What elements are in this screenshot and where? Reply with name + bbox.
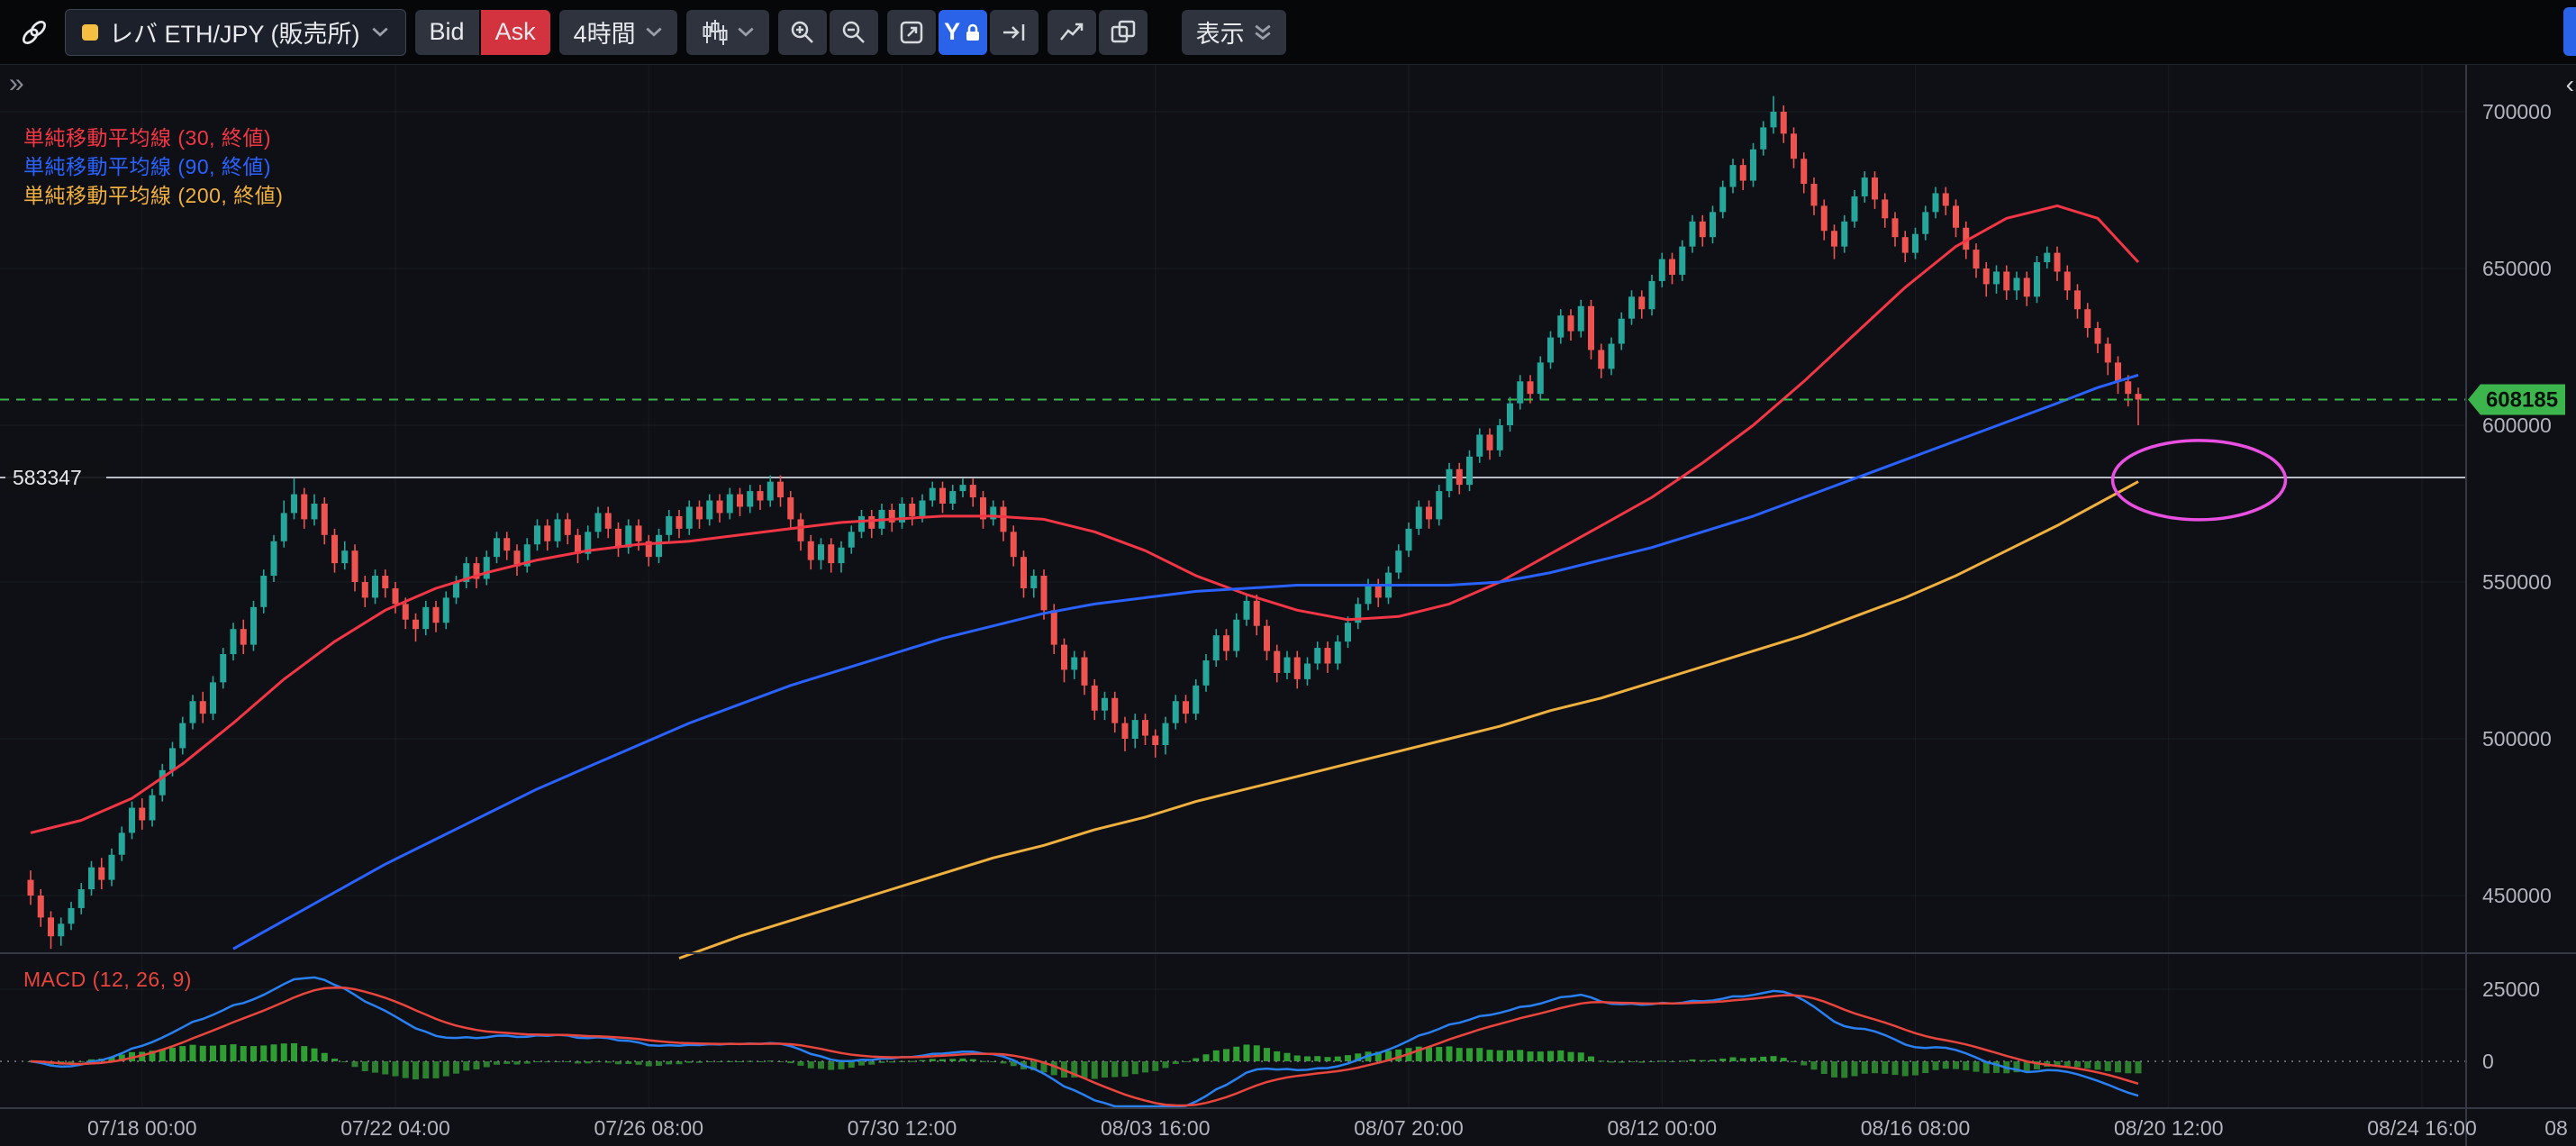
- display-dropdown[interactable]: 表示: [1181, 9, 1286, 55]
- bid-button[interactable]: Bid: [414, 9, 479, 55]
- fit-content-icon: [900, 21, 922, 43]
- interval-label: 4時間: [573, 21, 636, 48]
- ellipse-annotation[interactable]: [2110, 439, 2288, 522]
- interval-dropdown[interactable]: 4時間: [558, 9, 677, 55]
- double-chevron-down-icon: [1254, 24, 1271, 40]
- lock-icon: [966, 23, 980, 41]
- time-axis[interactable]: 07/18 00:00 07/22 04:00 07/26 08:00 07/30 1…: [87, 1116, 2568, 1140]
- ma-line-SMA30[interactable]: [30, 204, 2140, 834]
- svg-text:07/26 08:00: 07/26 08:00: [594, 1116, 703, 1140]
- macd-legend[interactable]: MACD (12, 26, 9): [23, 968, 192, 991]
- grid: [0, 65, 2466, 1108]
- price-chart-canvas[interactable]: 700000 650000 600000 550000 500000 450000 2500…: [0, 65, 2576, 1146]
- hline-label: 583347: [13, 466, 82, 489]
- svg-text:07/18 00:00: 07/18 00:00: [87, 1116, 197, 1140]
- svg-text:0: 0: [2482, 1050, 2494, 1073]
- symbol-label: レバ ETH/JPY (販売所): [109, 21, 360, 48]
- sma-30-legend[interactable]: 単純移動平均線 (30, 終値): [23, 126, 272, 150]
- svg-text:650000: 650000: [2482, 257, 2552, 280]
- symbol-selector[interactable]: レバ ETH/JPY (販売所): [65, 8, 406, 56]
- svg-text:700000: 700000: [2482, 100, 2552, 123]
- svg-text:08/12 00:00: 08/12 00:00: [1607, 1116, 1717, 1140]
- svg-text:600000: 600000: [2482, 414, 2552, 437]
- ask-button[interactable]: Ask: [480, 9, 550, 55]
- collapse-right-handle[interactable]: ‹: [2565, 70, 2574, 98]
- symbol-icon: [82, 23, 98, 41]
- zoom-group: [777, 9, 878, 55]
- chevron-down-icon: [645, 27, 662, 37]
- axis-tools-group: Y: [886, 9, 1039, 55]
- chart-type-dropdown[interactable]: [685, 9, 769, 55]
- candles: [27, 96, 2142, 950]
- macd-pane: [0, 976, 2466, 1108]
- svg-text:450000: 450000: [2482, 884, 2552, 907]
- ma-line-SMA90[interactable]: [232, 373, 2139, 950]
- macd-signal-line: [30, 986, 2139, 1107]
- copy-frames-icon: [1111, 20, 1135, 42]
- svg-text:07/22 04:00: 07/22 04:00: [340, 1116, 450, 1140]
- macd-line: [30, 976, 2139, 1108]
- display-label: 表示: [1195, 21, 1245, 48]
- svg-text:08/03 16:00: 08/03 16:00: [1101, 1116, 1211, 1140]
- link-button[interactable]: [13, 10, 56, 55]
- price-axis[interactable]: 700000 650000 600000 550000 500000 450000 2500…: [2482, 100, 2552, 1073]
- candlestick-icon: [703, 19, 728, 45]
- chart-area[interactable]: » ‹ 単純移動平均線 (30, 終値) 単純移動平均線 (90, 終値) 単純…: [0, 65, 2576, 1146]
- svg-text:25000: 25000: [2482, 978, 2540, 1001]
- zoom-in-icon: [791, 21, 813, 43]
- zoom-out-button[interactable]: [829, 9, 878, 55]
- arrow-to-bar-icon: [1002, 23, 1024, 41]
- sma-90-legend[interactable]: 単純移動平均線 (90, 終値): [23, 155, 272, 178]
- zoom-out-icon: [842, 21, 865, 43]
- y-axis-lock-button[interactable]: Y: [938, 9, 987, 55]
- svg-text:08/07 20:00: 08/07 20:00: [1354, 1116, 1464, 1140]
- compare-button[interactable]: [1047, 9, 1096, 55]
- fit-chart-button[interactable]: [886, 9, 936, 55]
- chevron-down-icon: [371, 27, 388, 37]
- bid-ask-toggle: Bid Ask: [414, 9, 550, 55]
- svg-text:08/24 16:00: 08/24 16:00: [2367, 1116, 2477, 1140]
- current-price-badge: 608185: [2468, 384, 2565, 415]
- svg-text:608185: 608185: [2486, 388, 2558, 413]
- link-icon: [23, 20, 46, 44]
- chevron-down-icon: [737, 27, 754, 37]
- svg-text:08: 08: [2544, 1116, 2568, 1140]
- hline-label-chip: [5, 461, 106, 493]
- svg-text:550000: 550000: [2482, 570, 2552, 594]
- extra-tools-group: [1047, 9, 1147, 55]
- svg-text:08/20 12:00: 08/20 12:00: [2114, 1116, 2224, 1140]
- toolbar: レバ ETH/JPY (販売所) Bid Ask 4時間: [0, 0, 2576, 65]
- clipped-button[interactable]: [2563, 7, 2576, 56]
- y-axis-lock-label: Y: [944, 18, 961, 45]
- svg-text:08/16 08:00: 08/16 08:00: [1861, 1116, 1971, 1140]
- trend-arrow-icon: [1059, 23, 1083, 41]
- svg-text:07/30 12:00: 07/30 12:00: [848, 1116, 957, 1140]
- svg-text:500000: 500000: [2482, 727, 2552, 750]
- sma-200-legend[interactable]: 単純移動平均線 (200, 終値): [23, 184, 284, 207]
- snapshot-button[interactable]: [1098, 9, 1147, 55]
- ma-line-SMA200[interactable]: [678, 480, 2139, 960]
- zoom-in-button[interactable]: [777, 9, 827, 55]
- go-to-latest-button[interactable]: [989, 9, 1039, 55]
- expand-left-panel-button[interactable]: »: [9, 68, 24, 98]
